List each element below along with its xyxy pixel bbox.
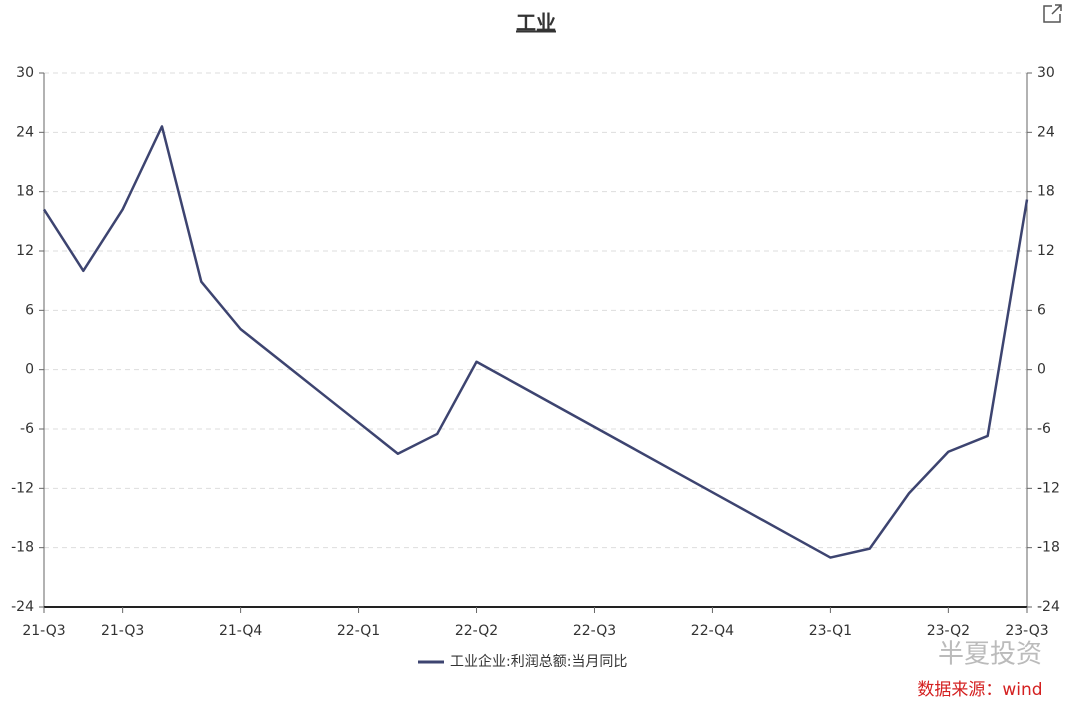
y-tick-label: 30	[16, 65, 34, 81]
y-tick-label: 0	[25, 362, 34, 378]
y2-tick-label: -18	[1037, 540, 1060, 556]
x-tick-label: 23-Q1	[809, 623, 852, 639]
watermark: 半夏投资	[938, 640, 1042, 670]
y-tick-label: 12	[16, 243, 34, 259]
y-tick-label: 18	[16, 184, 34, 200]
y2-tick-label: -6	[1037, 421, 1051, 437]
y-tick-label: -6	[20, 421, 34, 437]
y2-tick-label: 12	[1037, 243, 1055, 259]
data-line	[42, 125, 1029, 559]
y2-tick-label: 6	[1037, 302, 1046, 318]
x-tick-label: 21-Q3	[22, 623, 65, 639]
y2-tick-label: 24	[1037, 124, 1055, 140]
y2-tick-label: -12	[1037, 480, 1060, 496]
x-tick-label: 21-Q3	[101, 623, 144, 639]
export-box[interactable]	[1043, 5, 1061, 23]
x-tick-label: 23-Q2	[927, 623, 970, 639]
y2-tick-label: 0	[1037, 362, 1046, 378]
x-tick-label: 23-Q3	[1005, 623, 1048, 639]
y2-tick-label: -24	[1037, 599, 1060, 615]
y-tick-label: -24	[11, 599, 34, 615]
x-tick-label: 22-Q1	[337, 623, 380, 639]
x-tick-label: 22-Q3	[573, 623, 616, 639]
x-tick-label: 22-Q2	[455, 623, 498, 639]
x-tick-label: 21-Q4	[219, 623, 262, 639]
y-tick-label: -18	[11, 540, 34, 556]
y2-tick-label: 18	[1037, 184, 1055, 200]
y-tick-label: 6	[25, 302, 34, 318]
x-tick-label: 22-Q4	[691, 623, 734, 639]
y2-tick-label: 30	[1037, 65, 1055, 81]
export-arrow[interactable]	[1051, 4, 1062, 15]
y-tick-label: -12	[11, 480, 34, 496]
source-note: 数据来源：wind	[917, 680, 1042, 700]
chart-title: 工业	[516, 11, 556, 35]
export-icon[interactable]	[1043, 4, 1062, 23]
y-tick-label: 24	[16, 124, 34, 140]
legend-label: 工业企业:利润总额:当月同比	[450, 653, 627, 670]
